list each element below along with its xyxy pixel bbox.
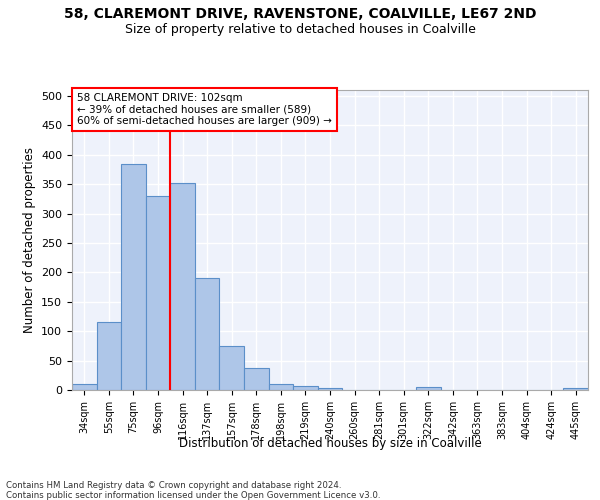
Bar	[293, 386, 318, 390]
Bar	[244, 368, 269, 390]
Bar	[269, 384, 293, 390]
Y-axis label: Number of detached properties: Number of detached properties	[23, 147, 35, 333]
Text: Contains HM Land Registry data © Crown copyright and database right 2024.
Contai: Contains HM Land Registry data © Crown c…	[6, 480, 380, 500]
Bar	[72, 384, 97, 390]
Bar	[563, 388, 588, 390]
Bar	[195, 278, 220, 390]
Bar	[318, 388, 342, 390]
Bar	[146, 196, 170, 390]
Bar	[416, 387, 440, 390]
Text: 58 CLAREMONT DRIVE: 102sqm
← 39% of detached houses are smaller (589)
60% of sem: 58 CLAREMONT DRIVE: 102sqm ← 39% of deta…	[77, 93, 332, 126]
Text: Distribution of detached houses by size in Coalville: Distribution of detached houses by size …	[179, 438, 481, 450]
Bar	[170, 183, 195, 390]
Text: Size of property relative to detached houses in Coalville: Size of property relative to detached ho…	[125, 22, 475, 36]
Bar	[97, 322, 121, 390]
Bar	[220, 346, 244, 390]
Text: 58, CLAREMONT DRIVE, RAVENSTONE, COALVILLE, LE67 2ND: 58, CLAREMONT DRIVE, RAVENSTONE, COALVIL…	[64, 8, 536, 22]
Bar	[121, 164, 146, 390]
